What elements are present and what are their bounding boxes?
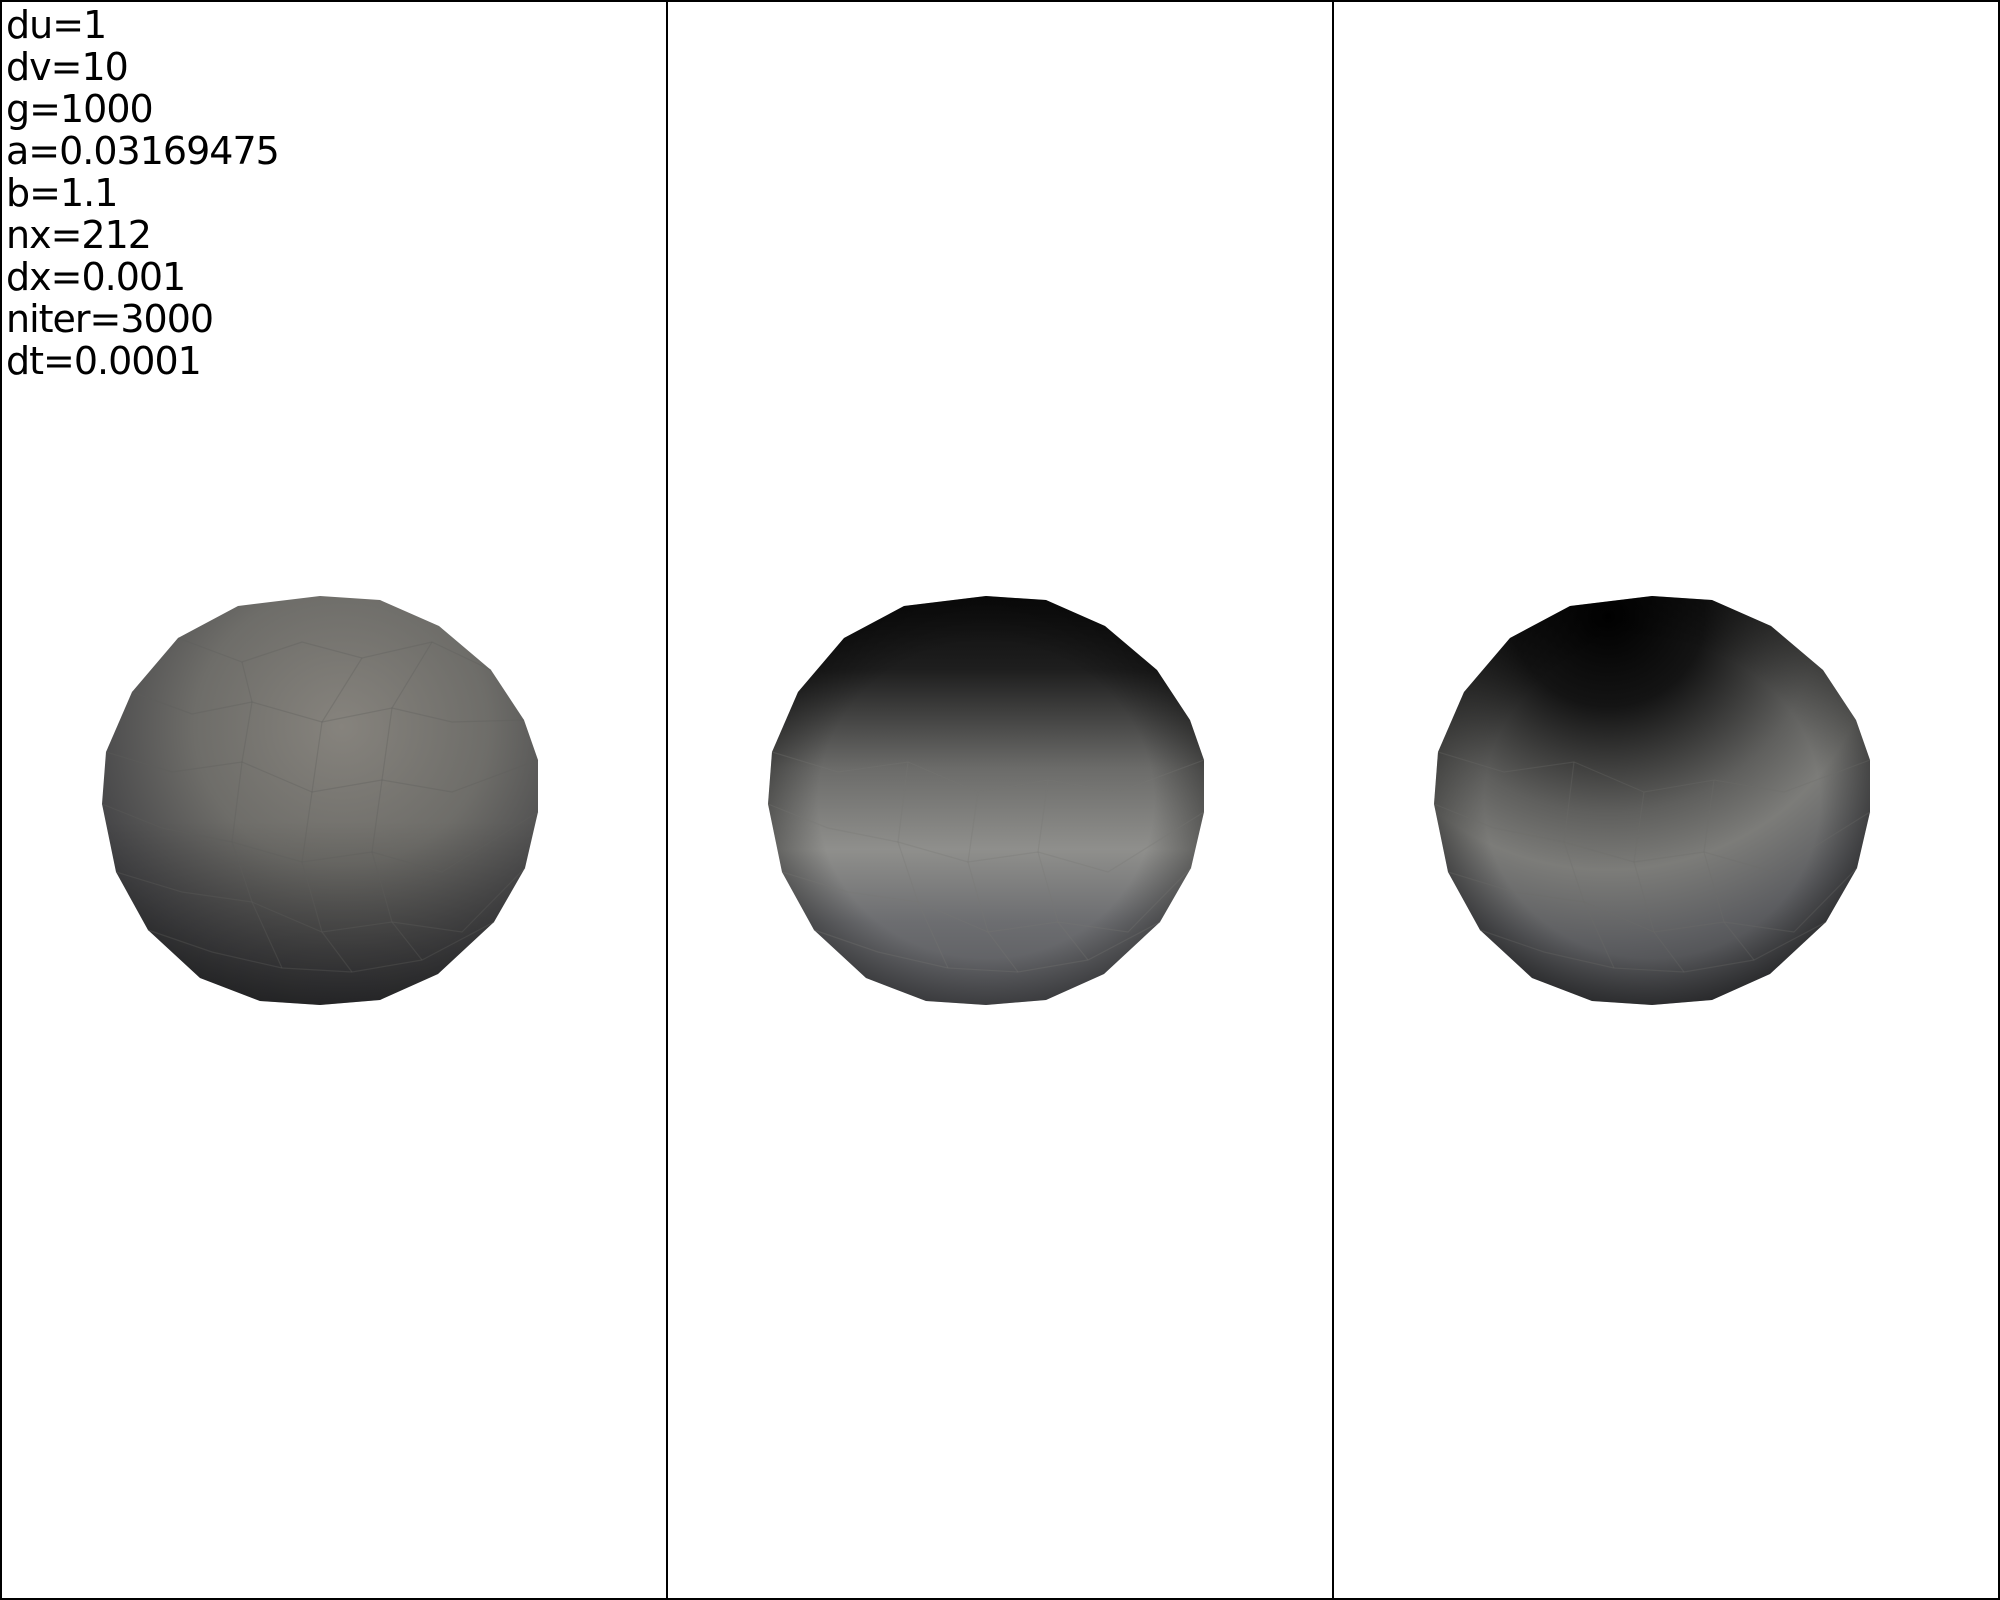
parameter-a: a=0.03169475 bbox=[6, 129, 280, 173]
render-viewport-middle[interactable] bbox=[668, 2, 1334, 1598]
sphere-left-shadow bbox=[102, 596, 538, 1005]
parameter-nx: nx=212 bbox=[6, 213, 152, 257]
parameter-b: b=1.1 bbox=[6, 171, 118, 215]
parameter-dt: dt=0.0001 bbox=[6, 339, 202, 383]
parameter-du: du=1 bbox=[6, 3, 107, 47]
sphere-right bbox=[1433, 596, 1871, 1005]
sphere-right-facets bbox=[1433, 751, 1871, 973]
sphere-middle bbox=[767, 596, 1205, 1005]
parameter-dx: dx=0.001 bbox=[6, 255, 186, 299]
sphere-middle-edge bbox=[768, 596, 1204, 1005]
parameter-dv: dv=10 bbox=[6, 45, 129, 89]
sphere-right-edge bbox=[1434, 596, 1870, 1005]
render-viewport-left[interactable]: du=1 dv=10 g=1000 a=0.03169475 b=1.1 nx=… bbox=[2, 2, 668, 1598]
parameter-g: g=1000 bbox=[6, 87, 154, 131]
sphere-left bbox=[101, 596, 539, 1005]
sphere-left-facets bbox=[101, 637, 539, 973]
parameter-niter: niter=3000 bbox=[6, 297, 214, 341]
parameter-list: du=1 dv=10 g=1000 a=0.03169475 b=1.1 nx=… bbox=[6, 3, 280, 383]
render-viewport-right[interactable] bbox=[1334, 2, 1998, 1598]
sphere-middle-facets bbox=[767, 751, 1205, 973]
